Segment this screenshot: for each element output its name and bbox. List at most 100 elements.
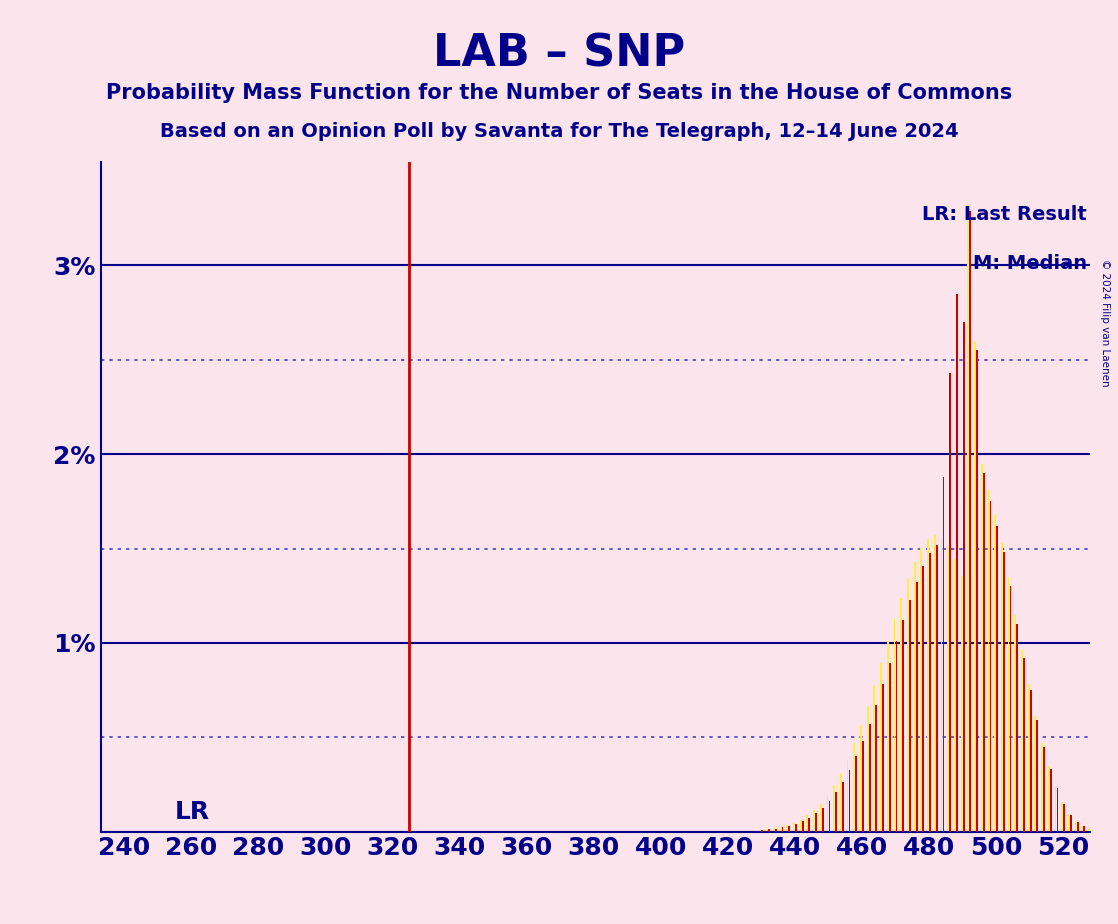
Bar: [833, 785, 835, 832]
Bar: [934, 535, 936, 832]
Bar: [846, 760, 849, 832]
Bar: [927, 539, 929, 832]
Bar: [869, 723, 871, 832]
Bar: [994, 515, 996, 832]
Bar: [1068, 814, 1070, 832]
Text: Probability Mass Function for the Number of Seats in the House of Commons: Probability Mass Function for the Number…: [106, 83, 1012, 103]
Bar: [1048, 767, 1050, 832]
Bar: [1061, 802, 1063, 832]
Bar: [949, 373, 951, 832]
Bar: [909, 600, 911, 832]
Bar: [1083, 826, 1086, 832]
Bar: [793, 822, 795, 832]
Bar: [853, 744, 855, 832]
Bar: [808, 818, 811, 832]
Bar: [842, 782, 844, 832]
Bar: [768, 830, 770, 832]
Bar: [862, 741, 864, 832]
Bar: [976, 350, 978, 832]
Bar: [815, 813, 817, 832]
Bar: [1070, 815, 1072, 832]
Bar: [902, 620, 904, 832]
Text: Based on an Opinion Poll by Savanta for The Telegraph, 12–14 June 2024: Based on an Opinion Poll by Savanta for …: [160, 122, 958, 141]
Bar: [759, 830, 761, 832]
Bar: [826, 796, 828, 832]
Bar: [855, 757, 858, 832]
Text: © 2024 Filip van Laenen: © 2024 Filip van Laenen: [1100, 259, 1109, 386]
Bar: [954, 559, 956, 832]
Bar: [1016, 624, 1018, 832]
Bar: [989, 502, 992, 832]
Bar: [936, 545, 938, 832]
Bar: [788, 826, 790, 832]
Text: M: Median: M: Median: [973, 254, 1087, 274]
Bar: [806, 815, 808, 832]
Bar: [1088, 829, 1090, 832]
Bar: [896, 641, 898, 832]
Bar: [969, 211, 972, 832]
Bar: [1063, 804, 1065, 832]
Bar: [840, 773, 842, 832]
Bar: [882, 685, 884, 832]
Bar: [1003, 553, 1005, 832]
Bar: [1041, 743, 1043, 832]
Bar: [761, 830, 764, 832]
Bar: [980, 464, 983, 832]
Bar: [866, 706, 869, 832]
Bar: [1077, 821, 1079, 832]
Bar: [1001, 543, 1003, 832]
Bar: [880, 663, 882, 832]
Bar: [1050, 770, 1052, 832]
Bar: [835, 793, 837, 832]
Bar: [1021, 650, 1023, 832]
Bar: [1081, 826, 1083, 832]
Bar: [766, 829, 768, 832]
Bar: [873, 685, 875, 832]
Bar: [920, 548, 922, 832]
Bar: [900, 598, 902, 832]
Bar: [887, 641, 889, 832]
Bar: [1023, 658, 1025, 832]
Bar: [947, 546, 949, 832]
Bar: [813, 810, 815, 832]
Bar: [822, 808, 824, 832]
Bar: [956, 294, 958, 832]
Bar: [875, 705, 878, 832]
Bar: [1074, 821, 1077, 832]
Bar: [773, 828, 775, 832]
Bar: [1010, 587, 1012, 832]
Bar: [942, 477, 945, 832]
Bar: [974, 341, 976, 832]
Bar: [1030, 690, 1032, 832]
Bar: [1036, 721, 1039, 832]
Text: LAB – SNP: LAB – SNP: [433, 32, 685, 76]
Bar: [781, 828, 784, 832]
Bar: [819, 804, 822, 832]
Bar: [929, 553, 931, 832]
Bar: [940, 538, 942, 832]
Bar: [799, 820, 802, 832]
Bar: [987, 490, 989, 832]
Bar: [1043, 747, 1045, 832]
Bar: [849, 771, 851, 832]
Bar: [1034, 715, 1036, 832]
Bar: [913, 562, 916, 832]
Bar: [893, 619, 896, 832]
Bar: [907, 578, 909, 832]
Bar: [960, 576, 963, 832]
Bar: [1007, 577, 1010, 832]
Text: LR: LR: [174, 800, 209, 824]
Bar: [922, 565, 925, 832]
Bar: [802, 821, 804, 832]
Bar: [916, 582, 918, 832]
Bar: [996, 526, 998, 832]
Bar: [983, 473, 985, 832]
Bar: [775, 829, 777, 832]
Bar: [860, 725, 862, 832]
Bar: [1090, 829, 1092, 832]
Bar: [889, 663, 891, 832]
Bar: [1054, 786, 1057, 832]
Bar: [1057, 788, 1059, 832]
Text: LR: Last Result: LR: Last Result: [922, 205, 1087, 225]
Bar: [779, 827, 781, 832]
